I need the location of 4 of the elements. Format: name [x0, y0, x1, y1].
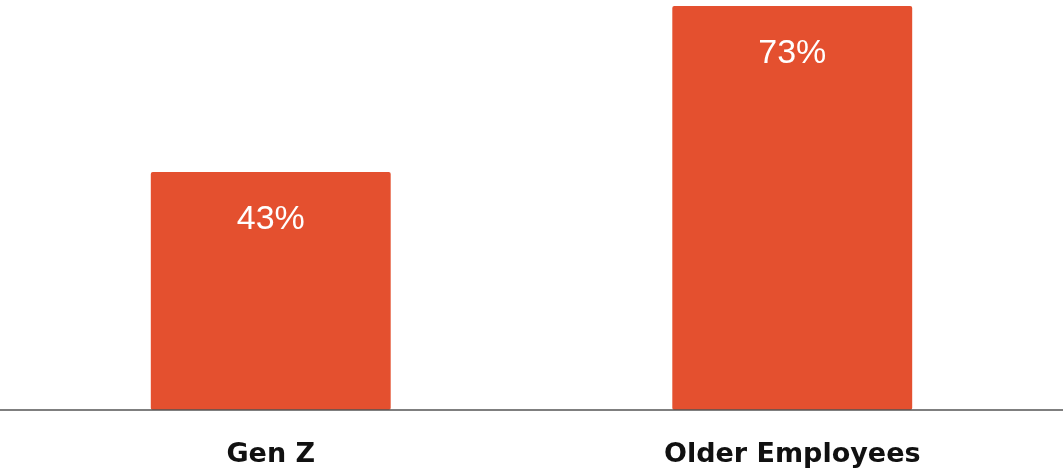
x-tick-label: Older Employees: [663, 437, 921, 468]
data-label: 73%: [758, 32, 827, 70]
data-label: 43%: [236, 198, 305, 237]
x-tick-label: Gen Z: [226, 437, 316, 468]
